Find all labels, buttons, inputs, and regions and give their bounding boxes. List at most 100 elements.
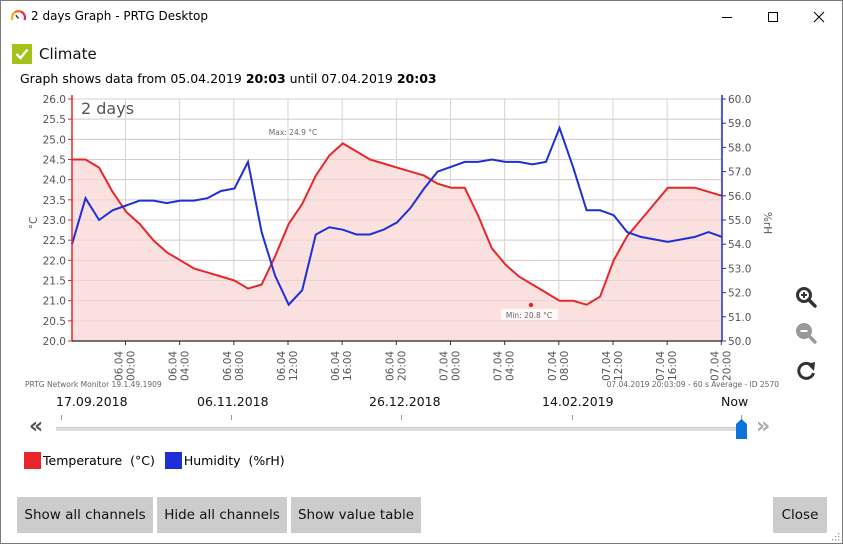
min-annotation: Min: 20.8 °C <box>506 311 552 320</box>
humidity-line <box>71 125 723 307</box>
x-tick-label: 07.04 12:00 <box>601 351 625 381</box>
window-title: 2 days Graph - PRTG Desktop <box>31 9 208 23</box>
range-to-time: 20:03 <box>396 71 437 86</box>
svg-text:04:00: 04:00 <box>180 351 192 381</box>
svg-text:00:00: 00:00 <box>125 351 137 381</box>
y-right-tick-label: 56.0 <box>728 191 751 203</box>
min-marker <box>528 302 534 308</box>
svg-text:06.04: 06.04 <box>168 351 180 381</box>
chart-title: 2 days <box>81 99 134 118</box>
y-right-tick-label: 52.0 <box>728 288 751 300</box>
range-from-date: 05.04.2019 <box>170 71 246 86</box>
y-tick-label: 22.5 <box>43 235 66 247</box>
legend-swatch-humidity <box>164 452 182 469</box>
x-tick-label: 06.04 04:00 <box>168 351 192 381</box>
y-right-tick-label: 60.0 <box>728 94 751 106</box>
temperature-line <box>72 142 723 306</box>
timeline-next-button[interactable]: » <box>756 414 771 439</box>
zoom-out-button[interactable] <box>794 321 820 347</box>
svg-text:06.04: 06.04 <box>384 351 396 381</box>
svg-text:06.04: 06.04 <box>113 351 125 381</box>
legend-item-temperature[interactable]: Temperature (°C) <box>24 452 155 469</box>
temperature-area <box>72 143 722 341</box>
resize-grip-icon[interactable] <box>830 531 840 541</box>
timeline-slider-track[interactable] <box>56 427 742 431</box>
y-tick-label: 20.0 <box>43 336 66 348</box>
close-icon <box>813 11 825 22</box>
y-right-tick-label: 55.0 <box>728 215 751 227</box>
svg-text:07.04: 07.04 <box>655 351 667 381</box>
y-tick-label: 22.0 <box>43 255 66 267</box>
y-tick-label: 23.5 <box>43 195 66 207</box>
y-right-axis-label: %rH <box>761 212 773 234</box>
x-tick-label: 06.04 08:00 <box>222 351 246 381</box>
zoom-in-icon <box>796 287 817 308</box>
graph-chart[interactable]: 26.0 25.5 25.0 24.5 24.0 23.5 23.0 22.5 22.0 21.5… <box>1 86 843 391</box>
timeline-tick <box>572 415 573 420</box>
svg-text:16:00: 16:00 <box>667 351 679 381</box>
refresh-button[interactable] <box>794 358 820 384</box>
y-right-tick-label: 59.0 <box>728 118 751 130</box>
minimize-button[interactable] <box>704 1 750 32</box>
svg-text:12:00: 12:00 <box>288 351 300 381</box>
svg-text:07.04: 07.04 <box>547 351 559 381</box>
zoom-in-button[interactable] <box>794 285 820 311</box>
maximize-button[interactable] <box>750 1 796 32</box>
title-bar[interactable]: 2 days Graph - PRTG Desktop <box>1 1 842 32</box>
x-tick-label: 06.04 16:00 <box>330 351 354 381</box>
timeline-tick <box>231 415 232 420</box>
timeline-slider-thumb[interactable] <box>736 419 747 439</box>
timeline-label: Now <box>721 394 749 409</box>
prtg-app-icon <box>10 10 27 21</box>
svg-text:08:00: 08:00 <box>559 351 571 381</box>
close-button[interactable]: Close <box>773 497 827 533</box>
timeline-prev-button[interactable]: « <box>29 414 44 439</box>
legend-label: Temperature (°C) <box>43 453 155 468</box>
y-tick-label: 26.0 <box>43 94 66 106</box>
show-all-channels-button[interactable]: Show all channels <box>17 497 153 533</box>
show-value-table-button[interactable]: Show value table <box>291 497 421 533</box>
y-right-tick-label: 53.0 <box>728 263 751 275</box>
y-tick-label: 25.5 <box>43 114 66 126</box>
y-right-tick-label: 54.0 <box>728 239 751 251</box>
svg-text:08:00: 08:00 <box>234 351 246 381</box>
y-tick-label: 21.5 <box>43 276 66 288</box>
close-window-button[interactable] <box>796 1 842 32</box>
timeline-tick <box>401 415 402 420</box>
legend-label: Humidity (%rH) <box>183 453 285 468</box>
y-tick-label: 24.0 <box>43 175 66 187</box>
y-tick-label: 21.0 <box>43 296 66 308</box>
svg-text:20:00: 20:00 <box>396 351 408 381</box>
y-tick-label: 20.5 <box>43 316 66 328</box>
x-tick-label: 06.04 20:00 <box>384 351 408 381</box>
timeline-label: 26.12.2018 <box>369 394 441 409</box>
svg-text:06.04: 06.04 <box>276 351 288 381</box>
y-tick-label: 25.0 <box>43 134 66 146</box>
hide-all-channels-button[interactable]: Hide all channels <box>157 497 287 533</box>
max-annotation: Max: 24.9 °C <box>269 128 318 137</box>
min-annotation-bg <box>501 309 558 320</box>
range-mid: until <box>285 71 322 86</box>
refresh-icon <box>797 361 815 380</box>
x-tick-label: 07.04 08:00 <box>547 351 571 381</box>
timeline-tick <box>741 415 742 420</box>
x-tick-label: 06.04 12:00 <box>276 351 300 381</box>
range-prefix: Graph shows data from <box>20 71 171 86</box>
svg-text:16:00: 16:00 <box>342 351 354 381</box>
minimize-icon <box>722 16 732 18</box>
svg-text:07.04: 07.04 <box>709 351 721 381</box>
svg-text:07.04: 07.04 <box>601 351 613 381</box>
timeline-label: 14.02.2019 <box>542 394 614 409</box>
x-tick-label: 06.04 00:00 <box>113 351 137 381</box>
svg-text:07.04: 07.04 <box>493 351 505 381</box>
svg-text:06.04: 06.04 <box>330 351 342 381</box>
x-tick-label: 07.04 00:00 <box>438 351 462 381</box>
svg-text:12:00: 12:00 <box>613 351 625 381</box>
svg-text:06.04: 06.04 <box>222 351 234 381</box>
legend-item-humidity[interactable]: Humidity (%rH) <box>164 452 285 469</box>
timeline-label: 17.09.2018 <box>56 394 128 409</box>
timeline-label: 06.11.2018 <box>197 394 269 409</box>
zoom-out-icon <box>796 323 817 344</box>
date-range-description: Graph shows data from 05.04.2019 20:03 u… <box>20 71 437 86</box>
